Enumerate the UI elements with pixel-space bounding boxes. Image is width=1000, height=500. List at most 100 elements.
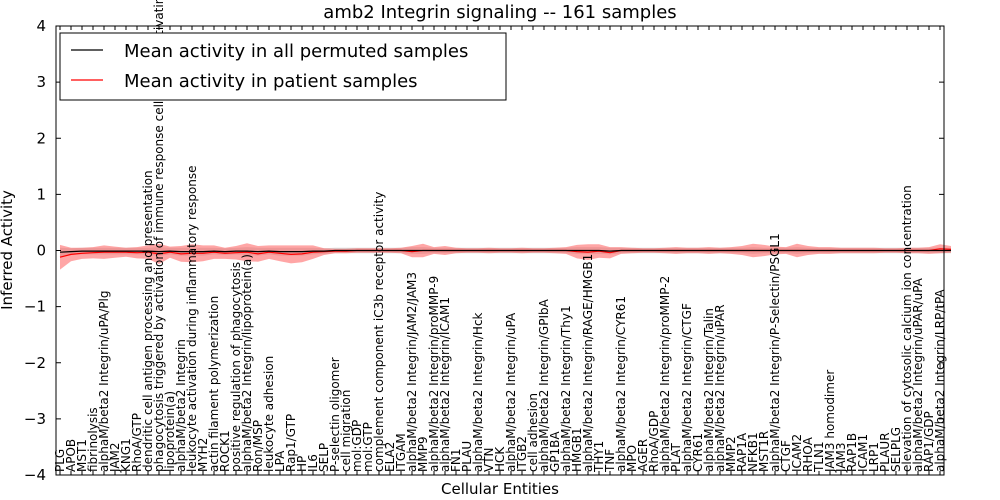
y-tick-label: −3 (24, 410, 46, 428)
entity-label: alphaM/beta2 Integrin/Talin (702, 308, 716, 472)
y-tick-label: 2 (36, 129, 46, 147)
entity-label: alphaM/beta2 Integrin/proMMP-9 (427, 276, 441, 472)
entity-label: cell adhesion (526, 393, 540, 472)
entity-label: MYH2 (196, 438, 210, 472)
entity-label: elevation of cytosolic calcium ion conce… (900, 185, 914, 472)
entity-label: ROCK1 (218, 430, 232, 472)
entity-label: SELPLG (889, 427, 903, 472)
entity-label: alphaM/beta2 Integrin/proMMP-2 (658, 276, 672, 472)
entity-label: alphaM/beta2 Integrin/uPA/Plg (97, 291, 111, 472)
entity-label: ITGAM (394, 433, 408, 472)
entity-label: RHOA (801, 436, 815, 472)
entity-label: AGER (636, 439, 650, 472)
entity-label: CYR61 (691, 433, 705, 472)
y-tick-label: 4 (36, 17, 46, 35)
entity-label: SELP (317, 443, 331, 472)
entity-label: HMGB1 (570, 427, 584, 472)
entity-label: RhoA/GTP (130, 413, 144, 472)
entity-label: JAM2 (108, 442, 122, 473)
entity-label: RAP1B (845, 433, 859, 472)
entity-label: mol:GTP (361, 422, 375, 472)
entity-label: LRP1 (867, 442, 881, 472)
x-axis-label: Cellular Entities (441, 480, 559, 498)
entity-label: alphaM/beta2 Integrin/uPAR/uPA (911, 277, 925, 472)
entity-label: alphaM/beta2 Integrin/Hck (471, 312, 485, 472)
entity-label: IL6 (306, 454, 320, 472)
entity-label: mol:GDP (350, 420, 364, 472)
y-tick-label: 3 (36, 73, 46, 91)
entity-label: alphaM/beta2 Integrin/JAM2/JAM3 (405, 272, 419, 472)
entity-label: HCK (493, 446, 507, 472)
entity-label: RAP1A (735, 432, 749, 472)
entity-label: ITGB2 (515, 436, 529, 472)
legend-label-permuted: Mean activity in all permuted samples (124, 41, 468, 62)
entity-label: TNF (603, 449, 617, 473)
entity-label: PLAT (669, 443, 683, 472)
entity-label: HP (295, 456, 309, 472)
entity-label: cell migration (339, 390, 353, 472)
entity-label: alphaM/beta2 Integrin/CYR61 (614, 296, 628, 472)
entity-label: actin filament polymerization (207, 296, 221, 472)
entity-label: MPO (625, 445, 639, 472)
entity-label: MMP9 (416, 436, 430, 472)
y-axis-ticks: −4 −3 −2 −1 0 1 2 3 4 (24, 17, 944, 484)
confidence-bands (60, 243, 951, 270)
y-tick-label: −4 (24, 466, 46, 484)
entity-label: dendritic cell antigen processing and pr… (141, 170, 155, 472)
entity-label: leukocyte adhesion (262, 356, 276, 472)
chart-title: amb2 Integrin signaling -- 161 samples (323, 2, 676, 23)
entity-label: RhoA/GDP (647, 411, 661, 472)
entity-label: lipoprotein(a) (163, 391, 177, 472)
entity-label: VTN (482, 447, 496, 472)
entity-label: Ron/MSP (251, 420, 265, 472)
y-tick-label: 1 (36, 185, 46, 203)
entity-label: alphaM/beta2 Integrin/RAGE/HMGB1 (581, 254, 595, 472)
entity-label: RAP1/GDP (922, 411, 936, 472)
entity-label: phagocytosis triggered by activation of … (152, 0, 166, 472)
entity-label: FN1 (449, 448, 463, 472)
entity-label: MST1 (75, 439, 89, 472)
entity-label: alphaM/beta2 Integrin/LRP/tPA (933, 289, 947, 472)
entity-label: alphaM/beta2 Integrin/Thy1 (559, 305, 573, 472)
entity-label: MST1R (757, 431, 771, 472)
permuted-mean-line (59, 249, 951, 253)
entity-label: JAM3 (834, 442, 848, 473)
entity-label: alphaM/beta2 Integrin (174, 339, 188, 472)
entity-label: Rap1/GTP (284, 414, 298, 472)
y-tick-label: 0 (36, 242, 46, 260)
x-axis-ticks (59, 26, 941, 475)
entity-label: alphaM/beta2 Integrin/GPIbA (537, 298, 551, 472)
entity-label: THY1 (592, 441, 606, 473)
entity-label: CTGF (779, 440, 793, 472)
y-axis-label: Inferred Activity (0, 190, 16, 310)
series-lines (59, 248, 952, 258)
entity-label: alphaM/beta2 Integrin/P-Selectin/PSGL1 (768, 233, 782, 472)
entity-label: leukocyte activation during inflammatory… (185, 165, 199, 472)
entity-label: ICAM2 (790, 434, 804, 472)
entity-label: alphaM/beta2 Integrin/CTGF (680, 303, 694, 472)
legend: Mean activity in all permuted samples Me… (59, 32, 507, 101)
entity-label: PLAU (460, 441, 474, 472)
entity-label: complement component iC3b receptor activ… (372, 192, 386, 472)
legend-label-patient: Mean activity in patient samples (124, 71, 418, 92)
entity-label: positive regulation of phagocytosis (229, 262, 243, 472)
entity-label: fibrinolysis (86, 407, 100, 472)
entity-label: JAM3 homodimer (823, 370, 837, 473)
entity-label: alphaM/beta2 Integrin/ICAM1 (438, 297, 452, 472)
y-tick-label: −2 (24, 354, 46, 372)
entity-label: ELA2 (383, 442, 397, 472)
entity-label: TLN1 (812, 441, 826, 473)
entity-label: PLAUR (878, 432, 892, 472)
entity-label: alphaM/beta2 Integrin/uPA (504, 312, 518, 472)
entity-label: APOB (64, 439, 78, 472)
patient-confidence-band (60, 243, 951, 270)
y-tick-label: −1 (24, 298, 46, 316)
entity-label: P-selectin oligomer (328, 357, 342, 472)
entity-label: alphaM/beta2 Integrin/uPAR (713, 304, 727, 472)
entity-label: NFKB1 (746, 432, 760, 472)
entity-label: ICAM1 (856, 434, 870, 472)
entity-label: alphaM/beta2 Integrin/lipoprotein(a) (240, 254, 254, 472)
entity-label: MMP2 (724, 436, 738, 472)
